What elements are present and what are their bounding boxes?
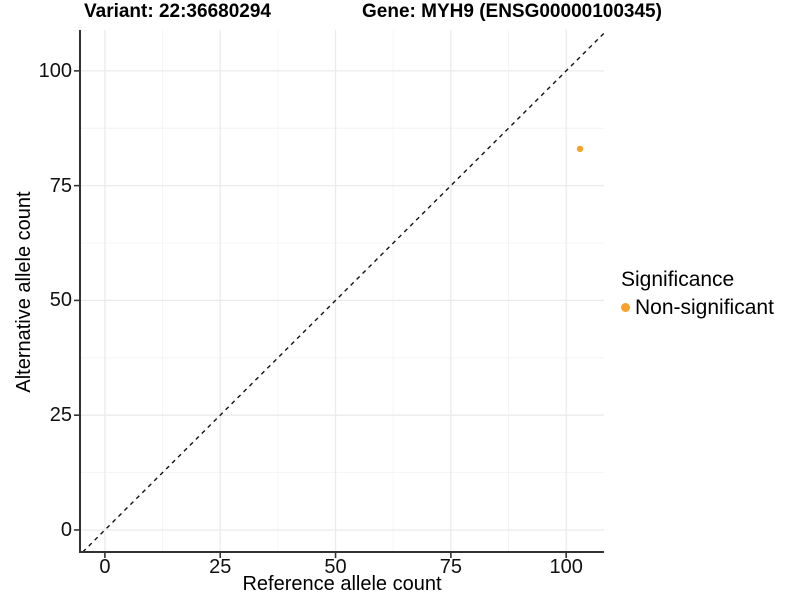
y-axis-title: Alternative allele count xyxy=(13,191,35,393)
legend: Significance Non-significant xyxy=(621,267,774,320)
legend-key-dot-icon xyxy=(621,303,630,312)
identity-reference-line xyxy=(82,32,605,553)
plot-title-variant: Variant: 22:36680294 xyxy=(84,1,271,22)
data-point xyxy=(576,145,584,153)
legend-title: Significance xyxy=(621,268,735,291)
plot-title-gene: Gene: MYH9 (ENSG00000100345) xyxy=(362,1,662,22)
legend-item-non-significant: Non-significant xyxy=(621,295,774,320)
legend-item-label: Non-significant xyxy=(635,296,774,319)
x-axis-title: Reference allele count xyxy=(242,573,442,595)
